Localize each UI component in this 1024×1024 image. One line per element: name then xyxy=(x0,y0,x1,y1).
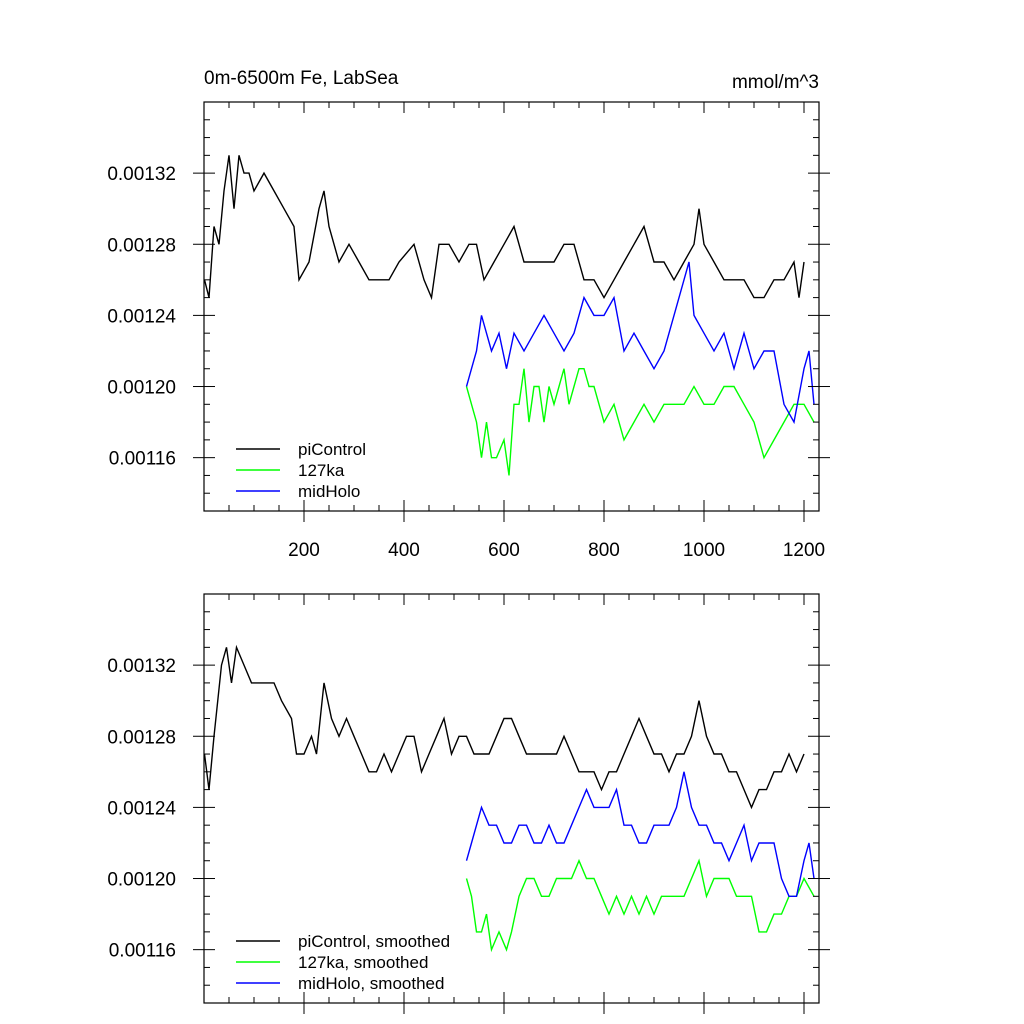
legend-label: piControl xyxy=(298,440,366,459)
series-line-picontrol-smoothed xyxy=(203,644,805,810)
x-tick-label: 1000 xyxy=(683,540,725,561)
series-line-midholo-smoothed xyxy=(465,771,815,897)
bottom-panel: 0.00132 0.00128 0.00124 0.00120 0.00116 piCon… xyxy=(107,593,830,1014)
y-tick-label: 0.00132 xyxy=(107,164,176,185)
y-tick-label: 0.00124 xyxy=(107,798,176,819)
legend-label: piControl, smoothed xyxy=(298,932,450,951)
series-line-127ka xyxy=(465,368,815,476)
legend-label: 127ka, smoothed xyxy=(298,953,428,972)
top-panel: 200 400 600 800 1000 1200 0.00132 0.00128 0.0012… xyxy=(107,101,830,561)
legend-label: midHolo, smoothed xyxy=(298,974,444,993)
chart-title-right: mmol/m^3 xyxy=(732,72,819,93)
y-tick-label: 0.00128 xyxy=(107,235,176,256)
y-tick-label: 0.00116 xyxy=(109,941,176,962)
x-tick-label: 400 xyxy=(388,540,420,561)
y-tick-label: 0.00116 xyxy=(109,449,176,470)
y-tick-label: 0.00124 xyxy=(107,306,176,327)
x-tick-label: 600 xyxy=(488,540,520,561)
y-tick-label: 0.00120 xyxy=(107,870,176,891)
plot-frame xyxy=(203,593,820,1004)
legend-label: midHolo xyxy=(298,482,360,501)
x-tick-label: 800 xyxy=(588,540,620,561)
y-tick-label: 0.00120 xyxy=(107,378,176,399)
legend-label: 127ka xyxy=(298,461,345,480)
series-line-midholo xyxy=(465,261,815,425)
series-line-picontrol xyxy=(203,155,805,301)
x-tick-label: 1200 xyxy=(783,540,825,561)
chart-title-left: 0m-6500m Fe, LabSea xyxy=(204,68,399,89)
plot-frame xyxy=(203,101,820,512)
series-line-127ka-smoothed xyxy=(465,858,815,953)
x-tick-label: 200 xyxy=(288,540,320,561)
y-tick-label: 0.00132 xyxy=(107,656,176,677)
y-tick-label: 0.00128 xyxy=(107,727,176,748)
